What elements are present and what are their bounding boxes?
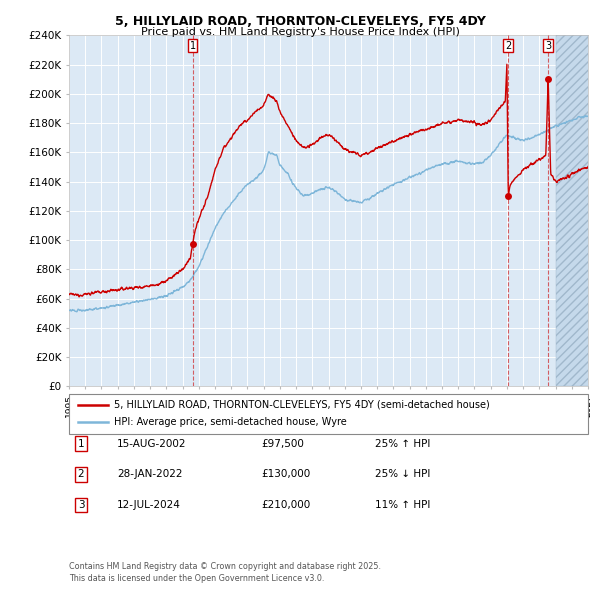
Text: £130,000: £130,000	[261, 470, 310, 479]
Text: £97,500: £97,500	[261, 439, 304, 448]
Text: 15-AUG-2002: 15-AUG-2002	[117, 439, 187, 448]
Text: 2: 2	[505, 41, 511, 51]
Text: 5, HILLYLAID ROAD, THORNTON-CLEVELEYS, FY5 4DY (semi-detached house): 5, HILLYLAID ROAD, THORNTON-CLEVELEYS, F…	[114, 400, 490, 410]
Text: 5, HILLYLAID ROAD, THORNTON-CLEVELEYS, FY5 4DY: 5, HILLYLAID ROAD, THORNTON-CLEVELEYS, F…	[115, 15, 485, 28]
Text: 3: 3	[545, 41, 551, 51]
Text: 1: 1	[77, 439, 85, 448]
Text: 1: 1	[190, 41, 196, 51]
Text: 28-JAN-2022: 28-JAN-2022	[117, 470, 182, 479]
Text: 12-JUL-2024: 12-JUL-2024	[117, 500, 181, 510]
Text: Contains HM Land Registry data © Crown copyright and database right 2025.
This d: Contains HM Land Registry data © Crown c…	[69, 562, 381, 583]
Text: HPI: Average price, semi-detached house, Wyre: HPI: Average price, semi-detached house,…	[114, 417, 347, 427]
Text: 25% ↓ HPI: 25% ↓ HPI	[375, 470, 430, 479]
Text: 2: 2	[77, 470, 85, 479]
Text: 25% ↑ HPI: 25% ↑ HPI	[375, 439, 430, 448]
Text: Price paid vs. HM Land Registry's House Price Index (HPI): Price paid vs. HM Land Registry's House …	[140, 27, 460, 37]
Text: 3: 3	[77, 500, 85, 510]
Bar	[556, 35, 596, 386]
Text: £210,000: £210,000	[261, 500, 310, 510]
Text: 11% ↑ HPI: 11% ↑ HPI	[375, 500, 430, 510]
